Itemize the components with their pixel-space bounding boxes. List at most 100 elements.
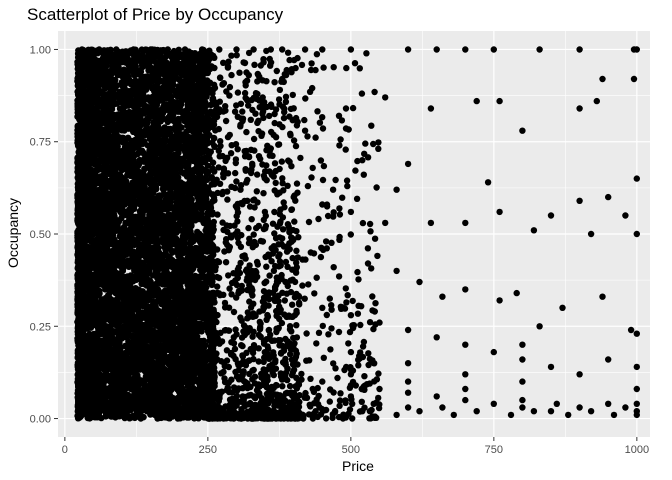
data-point <box>246 357 253 364</box>
data-point <box>319 176 327 184</box>
data-point <box>238 282 245 290</box>
data-point <box>240 328 247 335</box>
data-point <box>320 64 327 71</box>
data-point <box>292 64 299 72</box>
data-point <box>214 283 221 290</box>
data-point <box>281 297 288 304</box>
data-point <box>304 133 311 140</box>
data-point <box>332 176 339 184</box>
data-point <box>314 108 321 115</box>
data-point <box>216 180 224 187</box>
data-point <box>276 86 284 94</box>
data-point <box>359 219 367 227</box>
data-point <box>244 176 251 184</box>
data-point <box>253 188 260 195</box>
data-point <box>143 73 151 80</box>
data-point <box>362 140 369 147</box>
data-point <box>369 293 376 300</box>
data-point <box>250 366 257 374</box>
data-point <box>250 231 257 238</box>
data-point <box>336 397 344 404</box>
data-point <box>222 259 230 266</box>
data-point <box>313 51 321 58</box>
data-point <box>328 239 335 246</box>
data-point <box>230 308 238 316</box>
data-point <box>233 281 241 289</box>
data-point <box>305 281 312 288</box>
data-point <box>373 376 381 383</box>
data-point <box>336 402 343 409</box>
data-point <box>289 254 296 262</box>
data-point <box>225 58 232 65</box>
data-point <box>247 116 254 124</box>
data-point <box>366 319 374 326</box>
data-point <box>260 114 267 122</box>
data-point <box>244 197 251 204</box>
data-point <box>227 150 235 157</box>
data-point <box>222 157 229 165</box>
data-point <box>245 224 252 232</box>
data-point <box>330 209 337 216</box>
data-point <box>235 376 243 383</box>
data-point <box>247 304 255 311</box>
data-point <box>242 79 249 86</box>
data-point <box>233 212 240 220</box>
data-point <box>342 105 350 112</box>
data-point <box>289 91 296 99</box>
data-point <box>305 218 313 226</box>
data-point <box>346 328 354 336</box>
data-point <box>299 282 306 289</box>
data-point <box>342 146 349 153</box>
data-point <box>241 89 249 97</box>
data-point <box>278 158 285 165</box>
data-point <box>315 392 322 400</box>
data-point <box>349 104 357 112</box>
data-point <box>279 383 286 390</box>
data-point <box>249 333 256 340</box>
data-point <box>335 328 343 336</box>
data-point <box>251 147 258 154</box>
data-point <box>279 180 286 187</box>
data-point <box>265 326 273 334</box>
data-point <box>307 375 314 382</box>
data-point <box>234 89 242 96</box>
data-point <box>255 345 262 352</box>
data-point <box>266 112 273 120</box>
data-point <box>247 169 255 177</box>
data-point <box>366 380 373 387</box>
data-point <box>319 114 326 121</box>
data-point <box>230 334 237 341</box>
data-point <box>343 177 351 184</box>
data-point <box>248 216 255 223</box>
data-point <box>269 220 277 227</box>
data-point <box>221 299 229 307</box>
data-point <box>236 69 243 76</box>
data-point <box>273 67 280 75</box>
data-point <box>363 50 370 57</box>
data-point <box>245 49 253 57</box>
data-point <box>239 108 246 115</box>
chart-title: Scatterplot of Price by Occupancy <box>27 5 284 24</box>
data-point <box>295 234 302 241</box>
data-point <box>323 311 330 319</box>
data-point <box>330 63 337 71</box>
data-point <box>338 117 346 124</box>
data-point <box>232 156 240 163</box>
data-point <box>315 329 323 336</box>
data-point <box>228 291 235 298</box>
data-point <box>371 88 378 96</box>
data-point <box>275 96 283 103</box>
data-point <box>251 61 258 68</box>
data-point <box>342 285 349 292</box>
data-point <box>277 337 284 344</box>
data-point <box>312 134 319 141</box>
data-point <box>263 263 270 270</box>
data-point <box>217 74 224 82</box>
data-point <box>215 164 222 171</box>
data-point <box>370 140 377 148</box>
data-point <box>279 226 287 233</box>
data-point <box>355 302 362 309</box>
data-points <box>74 46 640 422</box>
data-point <box>316 119 324 126</box>
